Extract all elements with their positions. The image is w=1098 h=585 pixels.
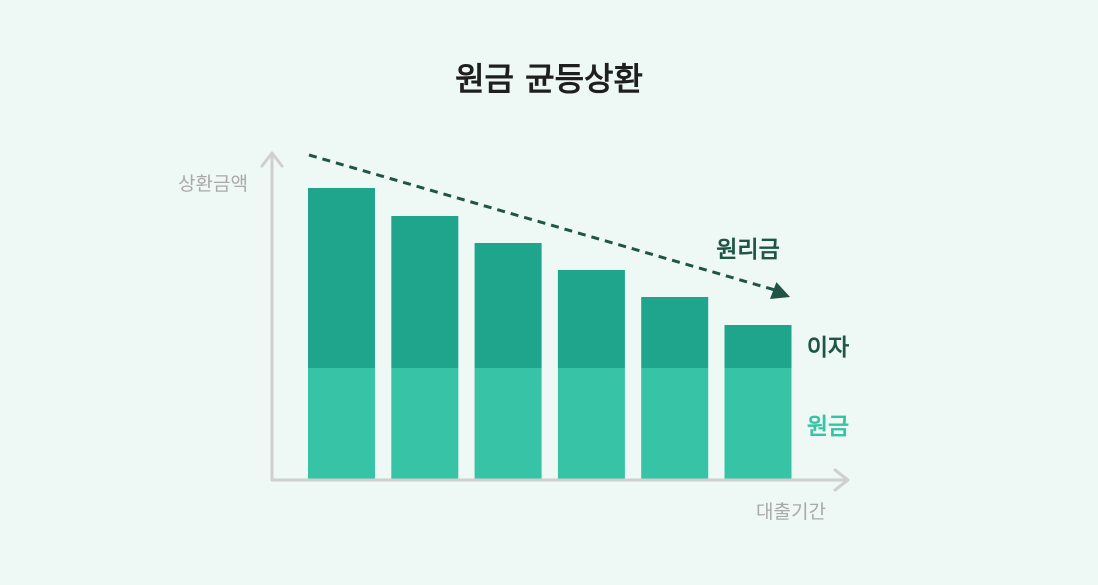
trend-line xyxy=(308,153,776,292)
bar-interest-5 xyxy=(641,297,709,368)
bar-interest-6 xyxy=(724,325,792,368)
bar-interest-3 xyxy=(474,243,542,368)
bar-principal-3 xyxy=(474,368,542,480)
bars-layer xyxy=(308,188,792,480)
x-axis xyxy=(270,468,850,492)
bar-interest-1 xyxy=(308,188,375,368)
principal-series-label: 원금 xyxy=(807,414,849,440)
bar-principal-1 xyxy=(308,368,375,480)
bar-principal-6 xyxy=(724,368,792,480)
interest-series-label: 이자 xyxy=(807,335,849,361)
bar-principal-2 xyxy=(391,368,459,480)
trend-arrow-icon xyxy=(769,282,790,299)
trend-label: 원리금 xyxy=(716,237,779,263)
y-axis xyxy=(260,151,284,482)
x-axis-label: 대출기간 xyxy=(756,501,826,523)
chart-title: 원금 균등상환 xyxy=(455,60,643,98)
bar-interest-2 xyxy=(391,216,459,368)
bar-interest-4 xyxy=(557,270,625,368)
bar-principal-5 xyxy=(641,368,709,480)
bar-principal-4 xyxy=(557,368,625,480)
y-axis-label: 상환금액 xyxy=(178,173,248,195)
